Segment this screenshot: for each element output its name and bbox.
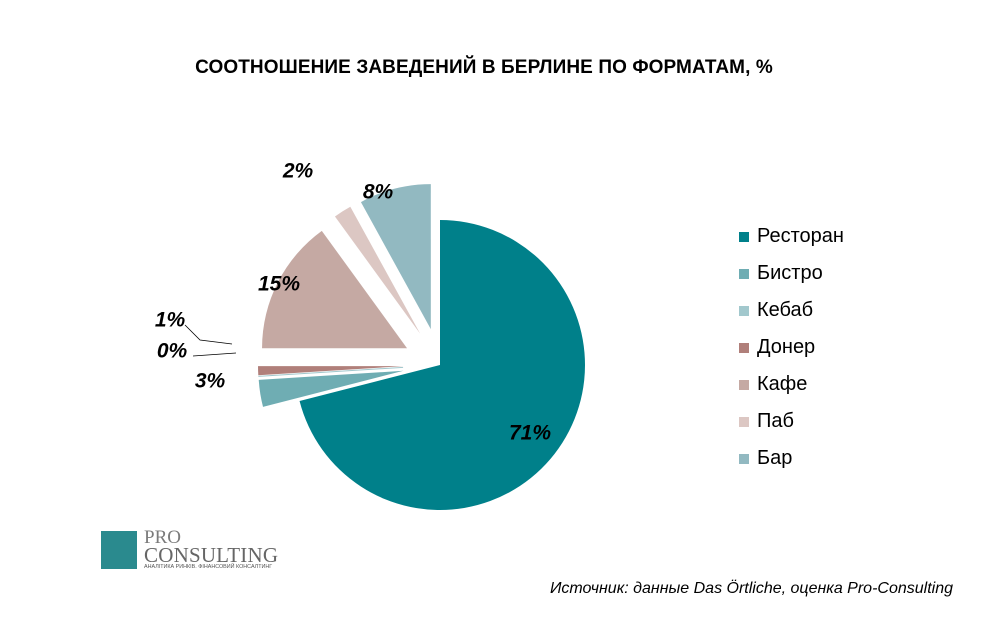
legend-item: Донер [739,329,844,366]
data-label-slice-5: 15% [258,273,300,296]
legend-swatch [739,342,749,353]
data-label-slice-1: 71% [509,422,551,445]
chart-legend: Ресторан Бистро Кебаб Донер Кафе Паб Бар [739,218,844,477]
data-label-slice-3: 0% [157,340,188,363]
pie-slice-6 [334,206,421,334]
logo-text-consulting: CONSULTING [144,543,279,567]
data-label-slice-6: 2% [282,160,314,183]
logo-emblem-icon [101,531,137,569]
legend-swatch [739,379,749,390]
leader-line-slice-4 [184,324,233,345]
legend-label: Паб [757,410,794,432]
legend-label: Бар [757,447,793,469]
legend-item: Бистро [739,255,844,292]
source-note: Источник: данные Das Örtliche, оценка Pr… [549,580,953,597]
pie-slice-3 [258,366,404,377]
legend-item: Кафе [739,366,844,403]
legend-item: Кебаб [739,292,844,329]
legend-item: Ресторан [739,218,844,255]
legend-swatch [739,268,749,279]
chart-title: СООТНОШЕНИЕ ЗАВЕДЕНИЙ В БЕРЛИНЕ ПО ФОРМА… [195,57,773,78]
pie-slice-7 [360,184,431,330]
legend-label: Донер [757,336,816,358]
legend-item: Паб [739,403,844,440]
legend-swatch [739,416,749,427]
leader-line-slice-3 [192,352,237,357]
legend-swatch [739,231,749,242]
legend-label: Бистро [757,262,823,284]
legend-label: Кафе [757,373,808,395]
legend-label: Кебаб [757,299,814,321]
legend-swatch [739,453,749,464]
pie-slice-5 [262,230,408,349]
data-label-slice-2: 3% [195,370,226,393]
data-label-slice-7: 8% [363,181,394,204]
pie-slice-4 [258,366,404,376]
logo-tagline: АНАЛІТИКА РИНКІВ. ФІНАНСОВИЙ КОНСАЛТИНГ [144,564,273,570]
legend-label: Ресторан [757,225,844,247]
legend-swatch [739,305,749,316]
pie-slice-1 [299,220,586,510]
pie-slice-2 [258,370,404,407]
pro-consulting-logo: PRO CONSULTING АНАЛІТИКА РИНКІВ. ФІНАНСО… [101,527,291,572]
data-label-slice-4: 1% [155,309,186,332]
logo-text-pro: PRO [144,527,181,548]
legend-item: Бар [739,440,844,477]
